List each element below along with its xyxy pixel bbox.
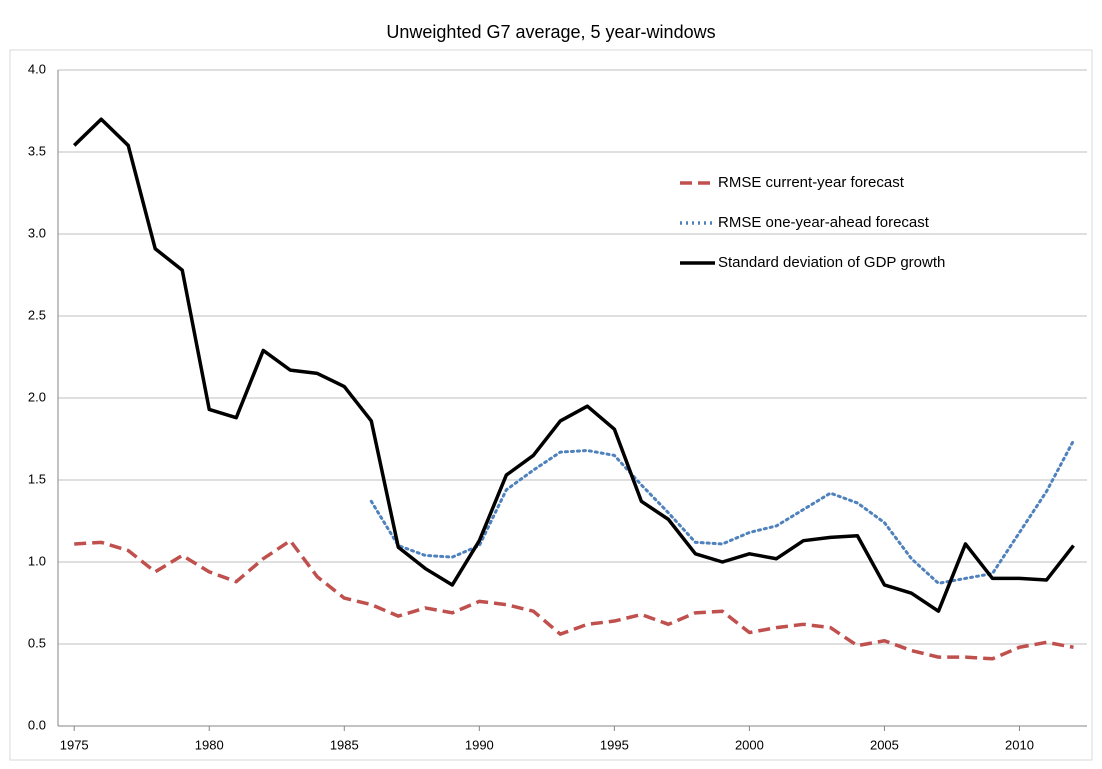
legend-text: RMSE current-year forecast — [718, 174, 905, 191]
x-tick-label: 2010 — [1005, 737, 1034, 752]
x-tick-label: 1980 — [195, 737, 224, 752]
series-line — [369, 439, 1075, 585]
x-tick-label: 1985 — [330, 737, 359, 752]
x-tick-label: 1975 — [60, 737, 89, 752]
x-tick-label: 2000 — [735, 737, 764, 752]
x-tick-label: 2005 — [870, 737, 899, 752]
y-tick-label: 4.0 — [28, 61, 46, 76]
y-tick-label: 3.5 — [28, 143, 46, 158]
y-tick-label: 2.0 — [28, 389, 46, 404]
y-tick-label: 3.0 — [28, 225, 46, 240]
series-line — [74, 538, 1074, 661]
x-tick-label: 1990 — [465, 737, 494, 752]
legend-text: RMSE one-year-ahead forecast — [718, 214, 930, 231]
y-tick-label: 2.5 — [28, 307, 46, 322]
chart-border — [9, 49, 1093, 761]
y-tick-label: 0.0 — [28, 717, 46, 732]
y-tick-label: 1.5 — [28, 471, 46, 486]
legend-text: Standard deviation of GDP growth — [718, 254, 945, 271]
y-tick-label: 1.0 — [28, 553, 46, 568]
y-tick-label: 0.5 — [28, 635, 46, 650]
chart-title: Unweighted G7 average, 5 year-windows — [386, 22, 715, 42]
series-line — [72, 117, 1075, 613]
x-tick-label: 1995 — [600, 737, 629, 752]
